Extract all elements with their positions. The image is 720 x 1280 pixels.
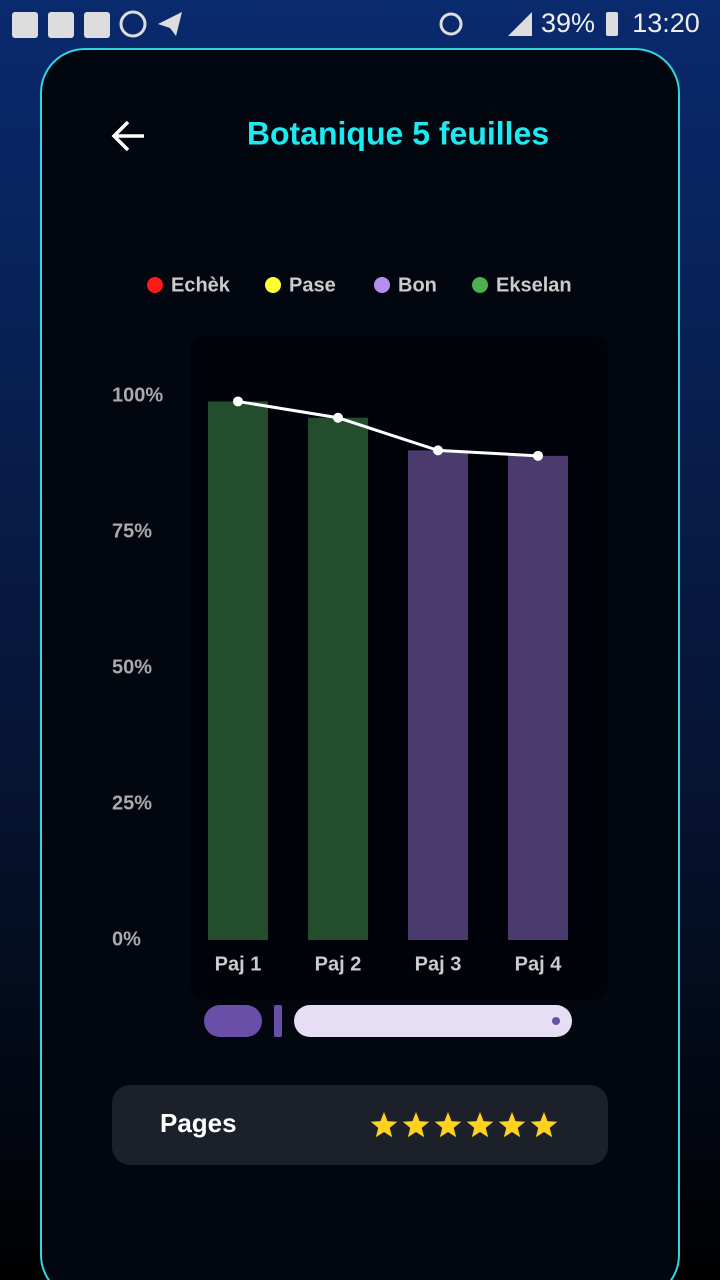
star	[466, 1112, 494, 1138]
y-tick-label: 75%	[112, 520, 152, 542]
x-tick-label: Paj 3	[415, 953, 462, 975]
legend-label: Bon	[398, 274, 437, 296]
bar	[508, 455, 568, 940]
trend-point	[333, 412, 343, 423]
scroll-thumb[interactable]	[204, 1005, 262, 1037]
status-icons	[12, 10, 618, 38]
legend-label: Echèk	[171, 274, 231, 296]
trend-line	[237, 399, 539, 458]
star	[370, 1112, 398, 1138]
legend-swatch	[265, 277, 281, 293]
chart-panel	[190, 335, 608, 1000]
x-tick-label: Paj 4	[515, 953, 563, 975]
star	[530, 1112, 558, 1138]
trend-point	[433, 445, 443, 456]
trend-point	[533, 450, 543, 461]
legend-swatch	[147, 277, 163, 293]
scroll-dot	[552, 1017, 560, 1025]
y-tick-label: 25%	[112, 792, 152, 814]
bar	[408, 450, 468, 940]
x-tick-label: Paj 2	[315, 953, 362, 975]
legend-label: Pase	[289, 274, 336, 296]
stars	[370, 1112, 558, 1138]
pages-label: Pages	[160, 1108, 237, 1138]
clock: 13:20	[632, 8, 700, 38]
scroll-track[interactable]	[294, 1005, 572, 1037]
legend-swatch	[472, 277, 488, 293]
x-tick-label: Paj 1	[215, 953, 262, 975]
legend-swatch	[374, 277, 390, 293]
y-tick-label: 0%	[112, 928, 141, 950]
trend-point	[233, 396, 243, 407]
star	[434, 1112, 462, 1138]
bar	[308, 417, 368, 940]
legend-label: Ekselan	[496, 274, 572, 296]
scroll-divider	[274, 1005, 282, 1037]
pages-card	[112, 1085, 608, 1165]
star	[498, 1112, 526, 1138]
bar	[208, 401, 268, 940]
title: Botanique 5 feuilles	[247, 115, 549, 151]
chart: Echèk Pase Bon Ekselan 0% 25% 50% 75% 100% Paj 1 P…	[112, 274, 572, 975]
battery: 39%	[541, 8, 595, 38]
back-button[interactable]	[111, 120, 144, 152]
star	[402, 1112, 430, 1138]
y-tick-label: 100%	[112, 384, 163, 406]
y-tick-label: 50%	[112, 656, 152, 678]
